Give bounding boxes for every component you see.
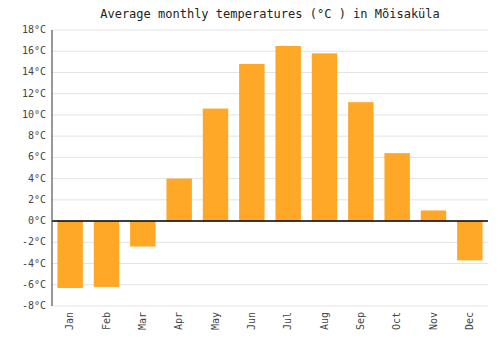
grid (52, 30, 488, 306)
bar (312, 53, 337, 221)
y-tick-label: 14°C (22, 66, 46, 77)
y-tick-label: 2°C (28, 194, 46, 205)
grid-line (52, 221, 488, 222)
bar (94, 221, 119, 287)
x-tick-label: Dec (464, 312, 475, 330)
y-tick-label: 12°C (22, 88, 46, 99)
bar (239, 64, 264, 221)
bar (384, 153, 409, 221)
bar (166, 179, 191, 221)
y-tick-label: -4°C (22, 258, 46, 269)
x-tick-label: May (210, 312, 221, 330)
x-tick-label: Oct (391, 312, 402, 330)
bar (421, 210, 446, 221)
y-tick-label: 18°C (22, 24, 46, 35)
x-tick-label: Jul (282, 312, 293, 330)
title: Average monthly temperatures (°C ) in Mõ… (100, 7, 440, 21)
bar (275, 46, 300, 221)
zero-line (52, 220, 488, 222)
y-axis-line (52, 30, 53, 306)
y-tick-label: 16°C (22, 45, 46, 56)
bar (57, 221, 82, 288)
x-tick-label: Jan (64, 312, 75, 330)
y-tick-label: -8°C (22, 300, 46, 311)
grid-line (52, 30, 488, 31)
grid-line (52, 51, 488, 52)
bar (457, 221, 482, 260)
grid-line (52, 306, 488, 307)
grid-line (52, 114, 488, 115)
grid-line (52, 136, 488, 137)
grid-line (52, 93, 488, 94)
y-tick-label: -2°C (22, 236, 46, 247)
grid-line (52, 72, 488, 73)
bar (203, 109, 228, 222)
y-tick-label: -6°C (22, 279, 46, 290)
x-tick-label: Sep (355, 312, 366, 330)
bars (57, 46, 482, 288)
x-tick-label: Apr (173, 312, 184, 330)
bar (348, 102, 373, 221)
bar (130, 221, 155, 246)
x-tick-label: Feb (101, 312, 112, 330)
y-tick-label: 4°C (28, 173, 46, 184)
y-tick-label: 0°C (28, 215, 46, 226)
x-tick-label: Mar (137, 312, 148, 330)
grid-line (52, 157, 488, 158)
x-tick-label: Jun (246, 312, 257, 330)
y-tick-label: 8°C (28, 130, 46, 141)
y-tick-label: 6°C (28, 151, 46, 162)
grid-line (52, 178, 488, 179)
chart-container: Average monthly temperatures (°C ) in Mõ… (0, 0, 500, 350)
x-tick-label: Nov (428, 312, 439, 330)
x-tick-label: Aug (319, 312, 330, 330)
y-tick-label: 10°C (22, 109, 46, 120)
chart-svg: Average monthly temperatures (°C ) in Mõ… (0, 0, 500, 350)
grid-line (52, 199, 488, 200)
